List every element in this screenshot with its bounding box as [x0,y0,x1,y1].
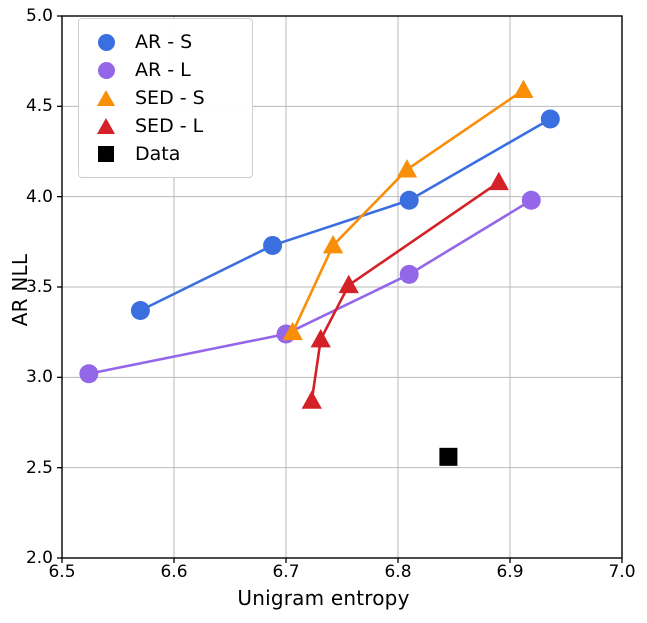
tick-marks [57,15,623,563]
series-sed-l [301,171,509,409]
x-tick-label: 7.0 [608,562,636,582]
y-tick-label: 3.5 [25,277,53,297]
legend-marker-circle-icon [89,33,123,51]
chart-legend: AR - S AR - L SED - S SED - L Data [78,18,253,178]
legend-marker-circle-icon [89,61,123,79]
series-line [139,117,552,312]
series-data [439,447,458,466]
legend-item: AR - L [89,56,244,84]
legend-item: SED - L [89,112,244,140]
data-point-triangle [338,274,359,294]
x-tick-label: 6.5 [48,562,76,582]
series-ar-l [79,190,541,384]
data-point-triangle [282,321,303,341]
x-tick-label: 6.7 [272,562,300,582]
marker-glyph [97,90,115,106]
x-axis-label: Unigram entropy [237,586,410,610]
data-point-triangle [396,159,418,178]
data-point-circle [130,300,150,320]
y-tick-label: 4.0 [25,186,53,207]
series-ar-s [130,109,560,320]
legend-label: AR - L [135,59,191,81]
legend-item: Data [89,140,244,168]
marker-glyph [98,146,114,162]
series-line [310,180,501,403]
data-point-circle [263,235,283,255]
grid-lines [62,16,622,558]
x-tick-label: 6.9 [496,562,524,582]
marker-glyph [97,61,115,79]
x-tick-label: 6.6 [160,562,188,582]
series-line [87,198,533,376]
x-tick-label: 6.8 [384,562,412,582]
data-point-triangle [322,234,344,254]
data-point-triangle [513,79,534,98]
data-point-circle [399,264,419,284]
y-tick-label: 5.0 [25,6,53,26]
legend-label: AR - S [135,31,193,53]
data-point-triangle [310,328,331,348]
series-line [291,88,525,334]
series-sed-s [282,79,534,341]
marker-glyph [97,118,115,134]
legend-marker-square-icon [89,146,123,162]
data-point-circle [79,364,99,384]
data-point-triangle [301,390,322,409]
legend-item: AR - S [89,28,244,56]
legend-marker-triangle-icon [89,118,123,134]
data-point-circle [540,109,560,129]
legend-label: SED - S [135,87,205,109]
legend-marker-triangle-icon [89,90,123,106]
legend-item: SED - S [89,84,244,112]
data-point-circle [399,190,419,210]
data-point-square [439,447,458,466]
y-tick-label: 2.5 [25,457,53,478]
data-series-group [79,79,560,466]
marker-glyph [97,33,115,51]
y-tick-label: 4.5 [25,96,53,117]
y-tick-label: 3.0 [25,367,53,388]
legend-label: Data [135,143,181,165]
legend-label: SED - L [135,115,204,137]
data-point-circle [521,190,541,210]
data-point-triangle [488,171,509,191]
y-tick-label: 2.0 [25,548,53,568]
